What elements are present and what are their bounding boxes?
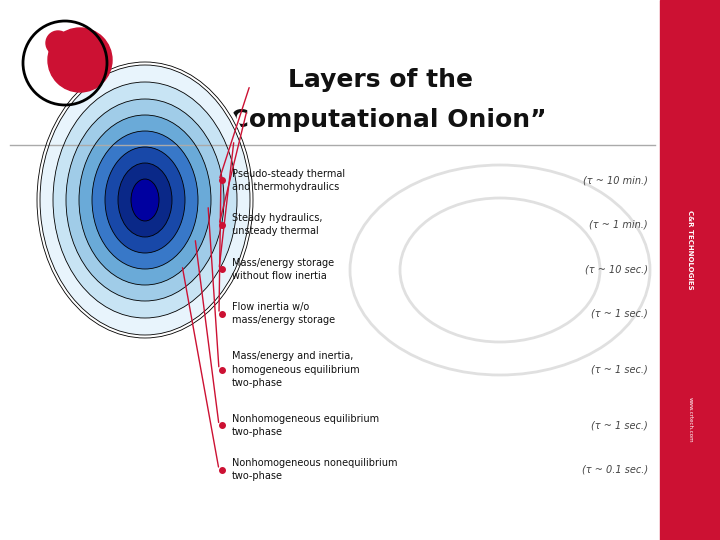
Ellipse shape [66,99,224,301]
Text: Steady hydraulics,
unsteady thermal: Steady hydraulics, unsteady thermal [232,213,323,237]
Text: (τ ~ 1 sec.): (τ ~ 1 sec.) [591,420,648,430]
Circle shape [46,31,70,55]
Text: Mass/energy storage
without flow inertia: Mass/energy storage without flow inertia [232,258,334,281]
Bar [660,0,720,540]
Ellipse shape [33,58,257,342]
Text: (τ ~ 0.1 sec.): (τ ~ 0.1 sec.) [582,465,648,475]
Text: Layers of the: Layers of the [287,68,472,92]
Ellipse shape [40,65,250,335]
Text: C&R TECHNOLOGIES: C&R TECHNOLOGIES [687,210,693,290]
Text: Mass/energy and inertia,
homogeneous equilibrium
two-phase: Mass/energy and inertia, homogeneous equ… [232,352,359,388]
Text: Flow inertia w/o
mass/energy storage: Flow inertia w/o mass/energy storage [232,302,335,326]
Ellipse shape [131,179,159,221]
Text: Nonhomogeneous equilibrium
two-phase: Nonhomogeneous equilibrium two-phase [232,414,379,437]
Text: (τ ~ 1 min.): (τ ~ 1 min.) [590,220,648,230]
Text: (τ ~ 10 sec.): (τ ~ 10 sec.) [585,265,648,274]
Ellipse shape [79,115,211,285]
Text: (τ ~ 1 sec.): (τ ~ 1 sec.) [591,364,648,375]
Ellipse shape [118,163,172,237]
Text: “Computational Onion”: “Computational Onion” [214,108,546,132]
Ellipse shape [53,82,237,318]
Text: www.crtech.com: www.crtech.com [688,397,693,443]
Circle shape [48,28,112,92]
Text: Pseudo-steady thermal
and thermohydraulics: Pseudo-steady thermal and thermohydrauli… [232,168,345,192]
Text: Nonhomogeneous nonequilibrium
two-phase: Nonhomogeneous nonequilibrium two-phase [232,458,397,481]
Text: (τ ~ 10 min.): (τ ~ 10 min.) [583,176,648,185]
Ellipse shape [105,147,185,253]
Text: (τ ~ 1 sec.): (τ ~ 1 sec.) [591,309,648,319]
Ellipse shape [92,131,198,269]
